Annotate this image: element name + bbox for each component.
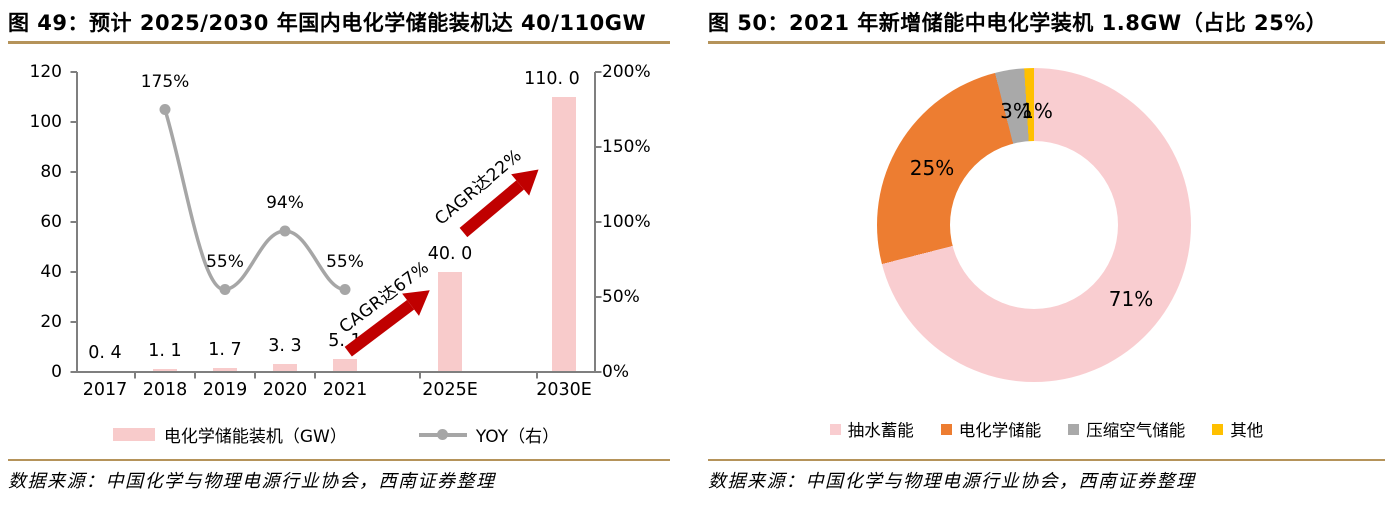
y-left-tick-label: 60 [40,212,62,232]
x-axis-label: 2019 [202,380,248,400]
slice-label-pumped-hydro: 71% [1108,287,1154,311]
line-dot-swatch-icon [418,428,467,441]
legend-label-yoy: YOY（右） [475,427,560,447]
compressed-air-swatch-icon [1068,423,1080,435]
y-left-tick-label: 0 [51,362,62,382]
bar-value-label: 110. 0 [524,69,580,89]
figure-49-title: 图 49：预计 2025/2030 年国内电化学储能装机达 40/110GW [8,11,647,35]
y-left-tick-label: 80 [40,162,62,182]
yoy-marker [159,104,171,115]
figure-50-source: 数据来源：中国化学与物理电源行业协会，西南证券整理 [708,471,1196,491]
legend-item-bars: 电化学储能装机（GW） [112,422,347,447]
slice-label-electrochemical: 25% [909,156,955,180]
y-right-tick-label: 200% [602,62,651,82]
x-axis-label: 2021 [322,380,368,400]
figure-50-title: 图 50：2021 年新增储能中电化学装机 1.8GW（占比 25%） [708,11,1328,35]
bar [438,272,462,372]
bar [153,369,177,372]
x-axis-label: 2017 [82,380,128,400]
other-swatch-icon [1212,423,1224,435]
figure-49-title-underline [8,41,670,44]
slice-label-compressed-air: 3% [1000,99,1032,123]
yoy-point-label: 55% [326,251,364,272]
figure-50-panel: 图 50：2021 年新增储能中电化学装机 1.8GW（占比 25%） 71% … [700,0,1391,507]
figure-50-bottom-rule [708,459,1385,461]
figure-49-panel: 图 49：预计 2025/2030 年国内电化学储能装机达 40/110GW 0… [8,11,670,491]
x-axis-label: 2030E [536,380,592,400]
yoy-point-label: 94% [266,193,304,213]
y-left-tick-label: 100 [29,112,62,132]
figure-49-bottom-rule [8,459,670,461]
donut-chart [877,68,1191,382]
bar-value-label: 0. 4 [88,343,122,363]
figure-49-source: 数据来源：中国化学与物理电源行业协会，西南证券整理 [8,471,496,491]
yoy-marker [279,225,291,237]
electrochemical-swatch-icon [940,423,952,435]
pumped-hydro-swatch-icon [829,423,841,435]
x-axis-label: 2025E [422,380,478,400]
yoy-marker [219,284,231,295]
donut-hole [950,141,1118,309]
yoy-point-label: 175% [140,71,190,92]
y-right-tick-label: 100% [602,212,651,232]
figure-50-title-underline [708,41,1385,44]
bar [273,363,297,372]
bar [552,97,576,372]
slice-label-other: 1% [1021,99,1053,123]
bar-value-label: 40. 0 [427,244,473,264]
yoy-marker [339,284,351,295]
legend-item-electrochemical: 电化学储能 [940,417,1041,441]
legend-item-other: 其他 [1212,417,1263,441]
x-axis-label: 2020 [262,380,308,400]
legend-item-yoy: YOY（右） [418,422,560,447]
y-left-tick-label: 120 [29,62,62,82]
y-right-tick-label: 0% [602,362,629,382]
y-left-tick-label: 40 [40,262,62,282]
bar-swatch-icon [112,428,155,441]
bar-value-label: 3. 3 [268,335,302,356]
legend-item-compressed-air: 压缩空气储能 [1068,417,1185,441]
legend-label-bars: 电化学储能装机（GW） [163,427,347,447]
y-right-tick-label: 150% [602,137,651,157]
bar-value-label: 1. 7 [208,339,242,360]
y-right-tick-label: 50% [602,287,640,307]
combo-chart-legend: 电化学储能装机（GW） YOY（右） [77,422,595,447]
donut-legend: 抽水蓄能 电化学储能 压缩空气储能 其他 [708,417,1385,441]
bar [93,371,117,372]
bar [213,367,237,372]
legend-item-pumped-hydro: 抽水蓄能 [829,417,914,441]
x-axis-label: 2018 [142,380,188,400]
bar [333,359,357,372]
y-left-tick-label: 20 [40,312,62,332]
bar-value-label: 1. 1 [148,341,182,362]
yoy-point-label: 55% [206,251,244,272]
